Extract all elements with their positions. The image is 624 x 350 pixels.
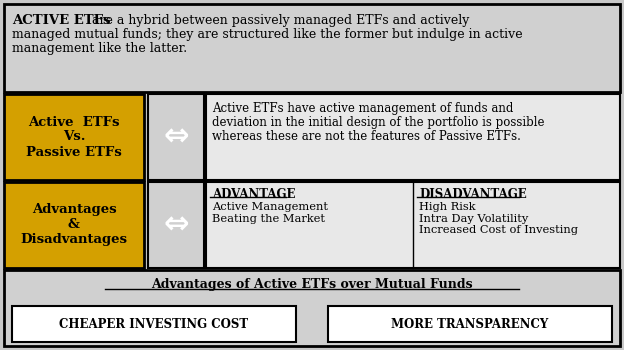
FancyBboxPatch shape	[4, 182, 144, 268]
Text: Advantages
&
Disadvantages: Advantages & Disadvantages	[21, 203, 127, 246]
Text: CHEAPER INVESTING COST: CHEAPER INVESTING COST	[59, 317, 248, 330]
FancyBboxPatch shape	[12, 306, 296, 342]
Text: ⇔: ⇔	[163, 210, 188, 239]
Text: management like the latter.: management like the latter.	[12, 42, 187, 55]
Text: ADVANTAGE: ADVANTAGE	[212, 188, 296, 201]
FancyBboxPatch shape	[328, 306, 612, 342]
Text: MORE TRANSPARENCY: MORE TRANSPARENCY	[391, 317, 548, 330]
FancyBboxPatch shape	[206, 94, 620, 180]
Text: High Risk
Intra Day Volatility
Increased Cost of Investing: High Risk Intra Day Volatility Increased…	[419, 202, 578, 235]
FancyBboxPatch shape	[4, 94, 144, 180]
Text: Advantages of Active ETFs over Mutual Funds: Advantages of Active ETFs over Mutual Fu…	[151, 278, 473, 291]
FancyBboxPatch shape	[148, 94, 204, 180]
Text: whereas these are not the features of Passive ETFs.: whereas these are not the features of Pa…	[212, 130, 521, 143]
Text: are a hybrid between passively managed ETFs and actively: are a hybrid between passively managed E…	[88, 14, 469, 27]
Text: managed mutual funds; they are structured like the former but indulge in active: managed mutual funds; they are structure…	[12, 28, 523, 41]
Text: Active Management
Beating the Market: Active Management Beating the Market	[212, 202, 328, 224]
FancyBboxPatch shape	[148, 182, 204, 268]
Text: deviation in the initial design of the portfolio is possible: deviation in the initial design of the p…	[212, 116, 545, 129]
Text: ⇔: ⇔	[163, 122, 188, 152]
FancyBboxPatch shape	[206, 182, 620, 268]
FancyBboxPatch shape	[4, 270, 620, 346]
Text: Active  ETFs
Vs.
Passive ETFs: Active ETFs Vs. Passive ETFs	[26, 116, 122, 159]
FancyBboxPatch shape	[4, 4, 620, 92]
Text: DISADVANTAGE: DISADVANTAGE	[419, 188, 527, 201]
Text: ACTIVE ETFs: ACTIVE ETFs	[12, 14, 110, 27]
Text: Active ETFs have active management of funds and: Active ETFs have active management of fu…	[212, 102, 514, 115]
